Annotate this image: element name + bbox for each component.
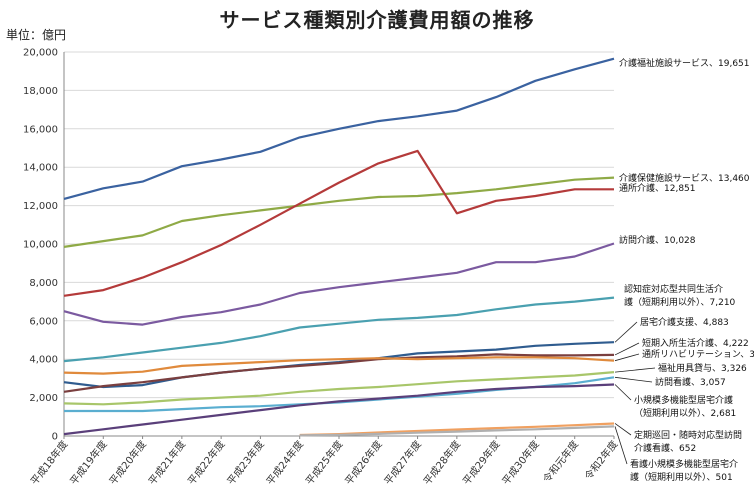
series-line [63,176,615,248]
series-label: 訪問介護、10,028 [619,234,696,246]
series-label: 訪問看護、3,057 [655,376,726,388]
y-tick-label: 6,000 [29,316,58,327]
series-label: 小規模多機能型居宅介護（短期利用以外）、2,681 [634,394,736,419]
x-tick-label: 平成28年度 [421,438,464,488]
series-line [63,383,615,436]
label-leader-line [614,376,653,383]
series-label: 福祉用具貸与、3,326 [658,362,747,374]
y-tick-label: 0 [52,432,58,443]
grid-lines [64,51,614,399]
series-label-line: 通所介護、12,851 [619,182,696,194]
x-tick-label: 平成21年度 [146,438,189,488]
axes [63,52,615,439]
x-tick-label: 平成18年度 [28,438,71,488]
x-tick-label: 令和2年度 [582,438,621,483]
series-line [63,242,615,326]
y-tick-label: 2,000 [29,393,58,404]
series-line [63,356,615,375]
series-line [63,371,615,406]
series-label-line: 介護保健施設サービス、13,460 [619,172,750,184]
x-tick-labels: 平成18年度平成19年度平成20年度平成21年度平成22年度平成23年度平成24… [28,438,621,488]
unit-label: 単位：億円 [6,28,67,42]
x-tick-label: 平成26年度 [342,438,385,488]
series-label-line: 訪問看護、3,057 [655,376,726,388]
series-line [63,149,614,297]
series-label: 定期巡回・随時対応型訪問介護看護、652 [634,429,742,454]
series-label-line: 通所リハビリテーション、3,922 [642,349,754,360]
y-tick-label: 18,000 [23,86,58,97]
series-line [63,57,615,200]
series-label-line: 小規模多機能型居宅介護 [634,394,733,406]
series-label-line: 訪問介護、10,028 [619,234,696,246]
series-lines [63,57,615,437]
x-tick-label: 平成22年度 [185,438,228,488]
series-label: 介護福祉施設サービス、19,651 [619,57,750,69]
series-label: 介護保健施設サービス、13,460 [619,172,750,184]
y-tick-label: 10,000 [23,240,58,251]
series-labels: 介護福祉施設サービス、19,651 介護保健施設サービス、13,460通所介護、1… [619,57,754,483]
label-leader-line [614,367,656,373]
x-tick-label: 平成19年度 [67,438,110,488]
series-label: 看護小規模多機能型居宅介護（短期利用以外）、501 [630,458,738,483]
y-tick-label: 12,000 [23,201,58,212]
series-label-line: 居宅介護支援、4,883 [640,316,729,328]
y-tick-label: 4,000 [29,355,58,366]
y-tick-label: 14,000 [23,163,58,174]
series-line [63,341,615,389]
label-leader-line [614,423,632,436]
series-label: 短期入所生活介護、4,222 [642,337,749,349]
series-label-line: 看護小規模多機能型居宅介 [630,458,738,470]
y-tick-label: 16,000 [23,124,58,135]
label-leaders [614,321,656,465]
series-line [63,353,615,393]
x-tick-label: 平成29年度 [460,438,503,488]
y-tick-labels: 0 2,000 4,000 6,000 8,000 10,000 12,000 14,000 1… [23,48,58,443]
chart-title: サービス種類別介護費用額の推移 [219,8,535,32]
series-label-line: 護（短期利用以外）、7,210 [624,296,736,308]
x-tick-label: 平成27年度 [381,438,424,488]
x-tick-label: 平成25年度 [303,438,346,488]
label-leader-line [614,353,640,362]
series-label-line: 認知症対応型共同生活介 [624,283,723,295]
series-label-line: 介護看護、652 [634,442,696,454]
x-tick-label: 平成24年度 [263,438,306,488]
label-leader-line [614,321,638,343]
series-line [63,296,615,363]
series-line [299,425,615,437]
x-tick-label: 平成30年度 [499,438,542,488]
label-leader-line [614,342,640,356]
label-leader-line [614,426,628,465]
series-label-line: 福祉用具貸与、3,326 [658,362,747,374]
series-label: 居宅介護支援、4,883 [640,316,729,328]
series-label-line: 短期入所生活介護、4,222 [642,337,749,349]
series-label: 認知症対応型共同生活介護（短期利用以外）、7,210 [624,283,736,308]
series-label-line: 定期巡回・随時対応型訪問 [634,429,742,441]
series-label: 通所介護、12,851 [619,182,696,194]
series-label-line: 護（短期利用以外）、501 [630,471,733,483]
x-tick-label: 令和元年度 [540,438,581,485]
label-leader-line [614,384,632,401]
series-label-line: （短期利用以外）、2,681 [634,407,736,419]
series-label-line: 介護福祉施設サービス、19,651 [619,57,750,69]
x-tick-label: 平成23年度 [224,438,267,488]
series-label: 通所リハビリテーション、3,922 [642,349,754,360]
y-tick-label: 20,000 [23,48,58,59]
x-tick-label: 平成20年度 [106,438,149,488]
y-tick-label: 8,000 [29,278,58,289]
